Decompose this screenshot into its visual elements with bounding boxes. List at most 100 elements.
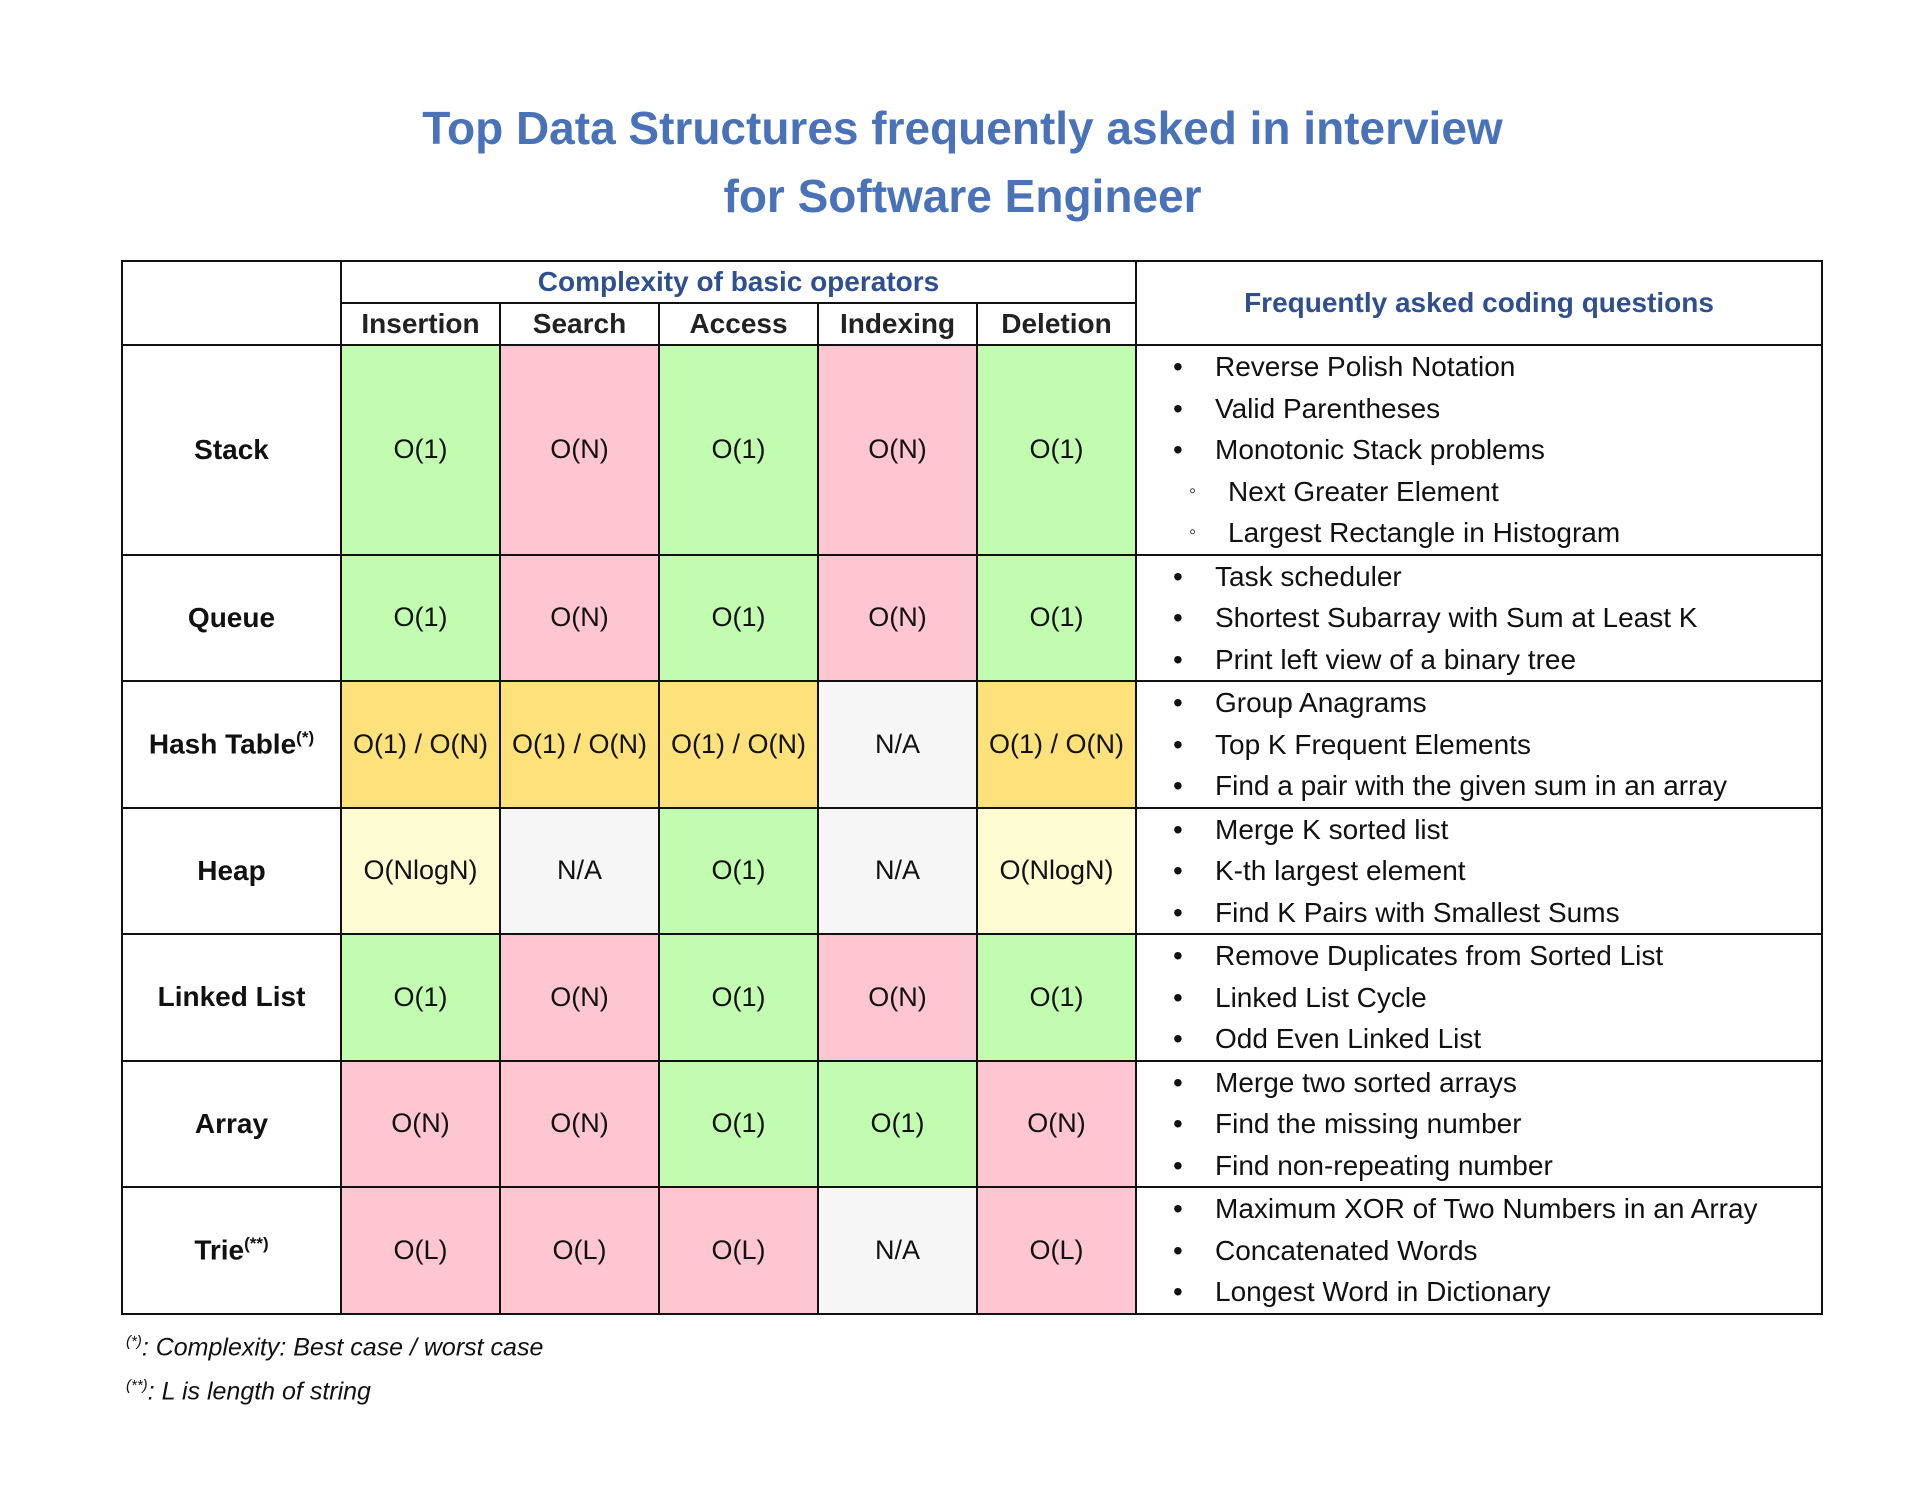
question-text: Top K Frequent Elements bbox=[1215, 728, 1531, 760]
question-text: Find the missing number bbox=[1215, 1108, 1522, 1139]
hollow-bullet-icon: ◦ bbox=[1189, 479, 1197, 502]
question-text: Find non-repeating number bbox=[1215, 1149, 1553, 1181]
complexity-cell: O(1) bbox=[658, 933, 819, 1062]
bullet-icon: • bbox=[1173, 981, 1183, 1013]
list-item: • Merge K sorted list bbox=[1137, 809, 1821, 851]
complexity-cell: O(L) bbox=[976, 1186, 1137, 1315]
row-label-text: Linked List bbox=[157, 981, 306, 1013]
complexity-group-header: Complexity of basic operators bbox=[340, 260, 1137, 304]
complexity-cell: O(1) bbox=[817, 1059, 978, 1188]
questions-cell: • Merge K sorted list • K-th largest elemen… bbox=[1135, 806, 1823, 935]
questions-cell: • Reverse Polish Notation • Valid Parenthes… bbox=[1135, 344, 1823, 556]
bullet-icon: • bbox=[1173, 1023, 1183, 1054]
complexity-cell: O(1) bbox=[658, 344, 819, 556]
row-label: Trie(**) bbox=[121, 1186, 342, 1315]
hollow-bullet-icon: ◦ bbox=[1189, 521, 1197, 543]
questions-list: • Task scheduler • Shortest Subarray with S… bbox=[1137, 556, 1821, 681]
list-item: • Top K Frequent Elements bbox=[1137, 724, 1821, 766]
op-header-search: Search bbox=[499, 302, 660, 346]
footnote-2-mark: (**) bbox=[126, 1377, 148, 1394]
bullet-icon: • bbox=[1173, 560, 1183, 592]
bullet-icon: • bbox=[1173, 1066, 1183, 1098]
list-item: • Find the missing number bbox=[1137, 1103, 1821, 1145]
complexity-cell: O(N) bbox=[817, 933, 978, 1062]
bullet-icon: • bbox=[1173, 643, 1183, 675]
complexity-cell: N/A bbox=[817, 680, 978, 809]
bullet-icon: • bbox=[1173, 1276, 1183, 1307]
question-text: Shortest Subarray with Sum at Least K bbox=[1215, 602, 1698, 633]
table-row: Trie(**) O(L) O(L) O(L) N/A O(L) • Maximum XOR … bbox=[121, 1186, 1823, 1315]
bullet-icon: • bbox=[1173, 770, 1183, 801]
complexity-cell: O(1) bbox=[658, 1059, 819, 1188]
complexity-cell: O(NlogN) bbox=[976, 806, 1137, 935]
questions-cell: • Maximum XOR of Two Numbers in an Array •… bbox=[1135, 1186, 1823, 1315]
footnote-2: (**): L is length of string bbox=[126, 1364, 543, 1408]
table-body: Stack O(1) O(N) O(1) O(N) O(1) • Reverse Polish… bbox=[121, 344, 1823, 1315]
table-row: Array O(N) O(N) O(1) O(1) O(N) • Merge two sort… bbox=[121, 1059, 1823, 1188]
row-label: Linked List bbox=[121, 933, 342, 1062]
bullet-icon: • bbox=[1173, 602, 1183, 633]
question-text: Find K Pairs with Smallest Sums bbox=[1215, 896, 1620, 928]
complexity-cell: O(1) bbox=[340, 553, 501, 682]
complexity-cell: N/A bbox=[499, 806, 660, 935]
complexity-cell: O(1) bbox=[976, 553, 1137, 682]
operations-header-row: Insertion Search Access Indexing Deletion bbox=[122, 302, 1822, 346]
question-text: Next Greater Element bbox=[1228, 475, 1499, 507]
question-text: Maximum XOR of Two Numbers in an Array bbox=[1215, 1193, 1758, 1224]
page-title-line-2: for Software Engineer bbox=[723, 170, 1202, 222]
list-item: • Longest Word in Dictionary bbox=[1137, 1271, 1821, 1313]
complexity-cell: O(1) bbox=[340, 933, 501, 1062]
questions-header: Frequently asked coding questions bbox=[1135, 260, 1823, 346]
question-text: Merge K sorted list bbox=[1215, 813, 1449, 845]
complexity-cell: O(N) bbox=[976, 1059, 1137, 1188]
question-text: Longest Word in Dictionary bbox=[1215, 1276, 1551, 1307]
list-item: • Concatenated Words bbox=[1137, 1230, 1821, 1272]
row-label: Stack bbox=[121, 344, 342, 556]
table-row: Stack O(1) O(N) O(1) O(N) O(1) • Reverse Polish… bbox=[121, 344, 1823, 556]
row-label-text: Array bbox=[194, 1107, 269, 1139]
questions-cell: • Group Anagrams • Top K Frequent Elements •… bbox=[1135, 680, 1823, 809]
bullet-icon: • bbox=[1173, 728, 1183, 760]
table-row: Hash Table(*) O(1) / O(N) O(1) / O(N) O(1) … bbox=[121, 680, 1823, 809]
bullet-icon: • bbox=[1173, 392, 1183, 424]
bullet-icon: • bbox=[1173, 1193, 1183, 1224]
footnotes: (*): Complexity: Best case / worst case … bbox=[126, 1320, 543, 1408]
row-label-text: Queue bbox=[187, 601, 276, 633]
row-label-footnote-mark: (*) bbox=[296, 728, 315, 748]
question-text: Concatenated Words bbox=[1215, 1234, 1478, 1266]
table-row: Linked List O(1) O(N) O(1) O(N) O(1) • Remove D… bbox=[121, 933, 1823, 1062]
list-item: • Odd Even Linked List bbox=[1137, 1018, 1821, 1060]
bullet-icon: • bbox=[1173, 1234, 1183, 1266]
list-item: • Find K Pairs with Smallest Sums bbox=[1137, 892, 1821, 934]
row-label-footnote-mark: (**) bbox=[244, 1234, 269, 1254]
bullet-icon: • bbox=[1173, 687, 1183, 718]
op-header-indexing: Indexing bbox=[817, 302, 978, 346]
bullet-icon: • bbox=[1173, 896, 1183, 928]
questions-list: • Group Anagrams • Top K Frequent Elements •… bbox=[1137, 682, 1821, 807]
list-item: • Monotonic Stack problems bbox=[1137, 429, 1821, 471]
complexity-cell: O(1) / O(N) bbox=[499, 680, 660, 809]
bullet-icon: • bbox=[1173, 434, 1183, 465]
list-item: • Find non-repeating number bbox=[1137, 1145, 1821, 1187]
complexity-cell: O(1) bbox=[976, 344, 1137, 556]
question-text: Monotonic Stack problems bbox=[1215, 434, 1545, 465]
list-item: • Reverse Polish Notation bbox=[1137, 346, 1821, 388]
question-text: Find a pair with the given sum in an arr… bbox=[1215, 770, 1728, 801]
complexity-cell: O(L) bbox=[499, 1186, 660, 1315]
complexity-cell: O(N) bbox=[817, 344, 978, 556]
bullet-icon: • bbox=[1173, 813, 1183, 845]
questions-list: • Maximum XOR of Two Numbers in an Array •… bbox=[1137, 1188, 1821, 1313]
table-row: Heap O(NlogN) N/A O(1) N/A O(NlogN) • Merge K s… bbox=[121, 806, 1823, 935]
list-item: • Find a pair with the given sum in an ar… bbox=[1137, 765, 1821, 807]
complexity-cell: N/A bbox=[817, 806, 978, 935]
list-item: • Valid Parentheses bbox=[1137, 388, 1821, 430]
list-item: • Print left view of a binary tree bbox=[1137, 639, 1821, 681]
question-text: Reverse Polish Notation bbox=[1215, 351, 1516, 382]
bullet-icon: • bbox=[1173, 1149, 1183, 1181]
op-header-access: Access bbox=[658, 302, 819, 346]
bullet-icon: • bbox=[1173, 351, 1183, 382]
row-label: Heap bbox=[121, 806, 342, 935]
complexity-cell: O(N) bbox=[340, 1059, 501, 1188]
complexity-table: Complexity of basic operators Frequently… bbox=[121, 260, 1823, 1315]
complexity-cell: O(NlogN) bbox=[340, 806, 501, 935]
